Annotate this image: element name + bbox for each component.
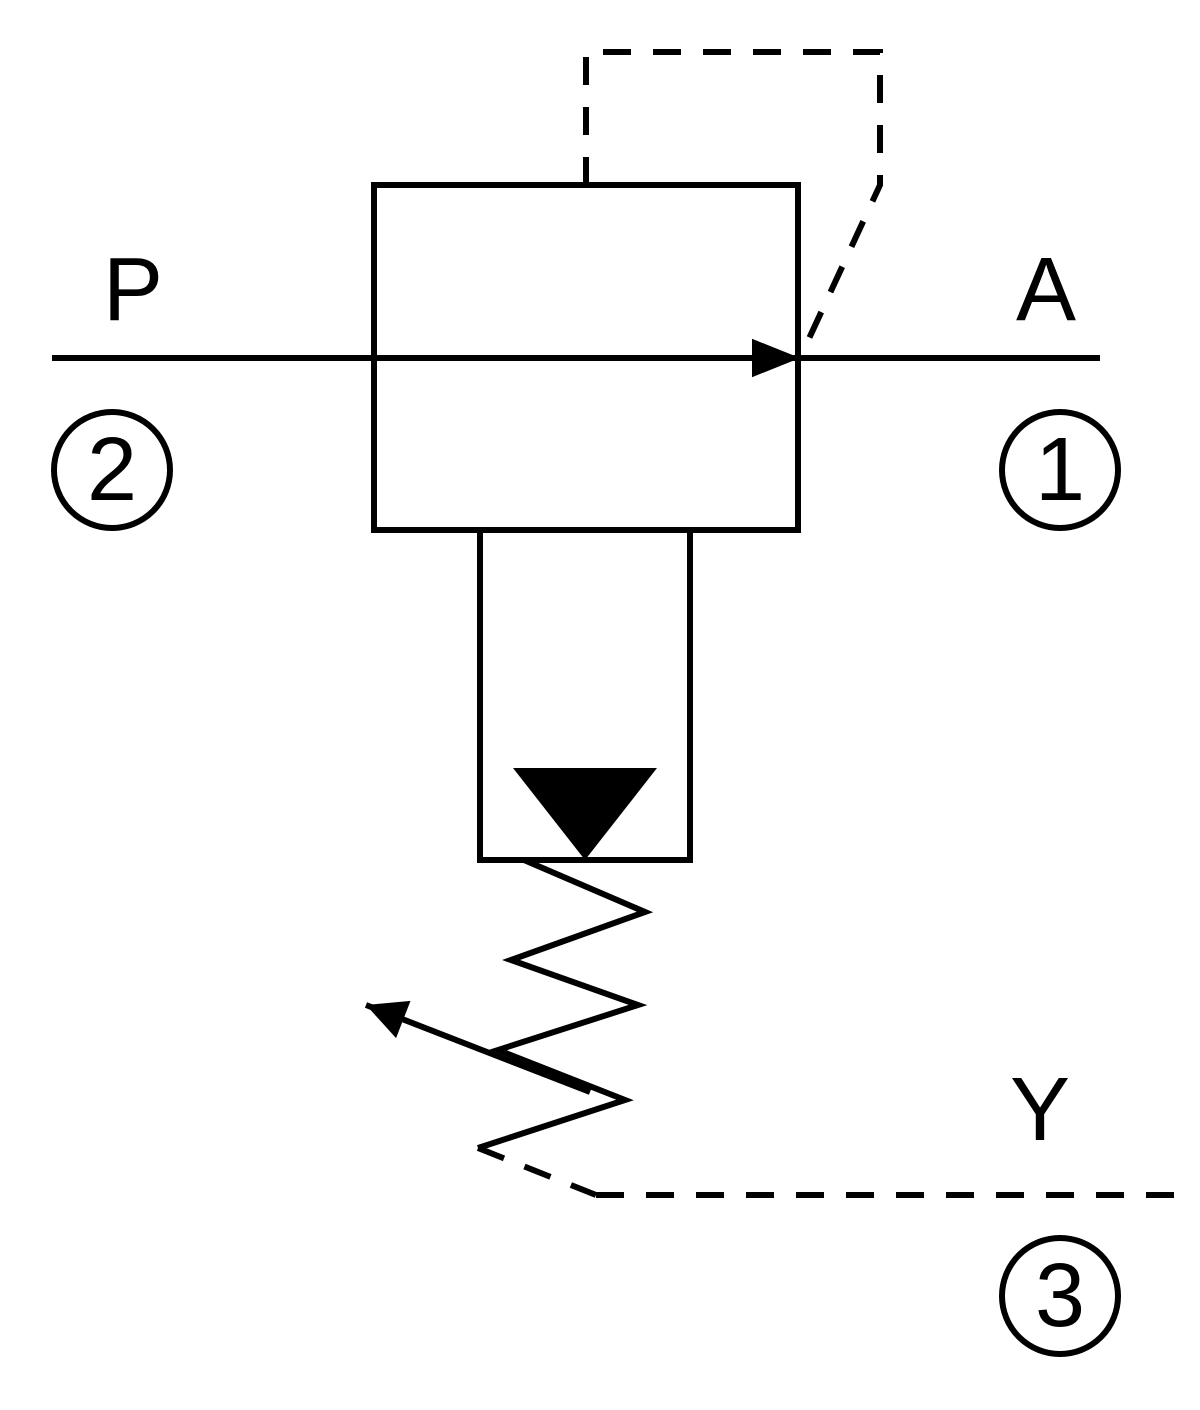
background <box>0 0 1200 1410</box>
hydraulic-schematic: P 2 A 1 Y 3 <box>0 0 1200 1410</box>
port-number-A: 1 <box>1035 420 1085 520</box>
port-label-P: P <box>103 240 163 340</box>
port-number-P: 2 <box>87 420 137 520</box>
port-number-Y: 3 <box>1035 1246 1085 1346</box>
port-label-Y: Y <box>1010 1060 1070 1160</box>
port-label-A: A <box>1016 240 1076 340</box>
